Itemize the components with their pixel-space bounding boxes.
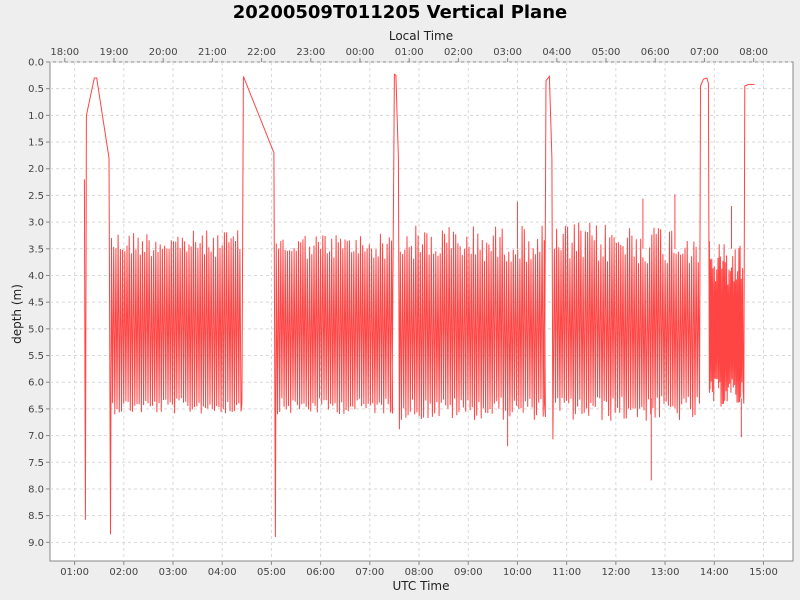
x-bottom-tick-label: 01:00 (60, 567, 89, 578)
y-tick-label: 8.5 (28, 511, 44, 522)
x-top-tick-label: 00:00 (346, 47, 375, 58)
y-tick-label: 6.0 (28, 378, 44, 389)
x-bottom-tick-label: 12:00 (601, 567, 630, 578)
x-top-tick-label: 02:00 (444, 47, 473, 58)
y-tick-label: 4.5 (28, 298, 44, 309)
y-tick-label: 2.0 (28, 164, 44, 175)
x-top-tick-label: 01:00 (395, 47, 424, 58)
plot-area (49, 61, 794, 562)
x-bottom-tick-label: 02:00 (109, 567, 138, 578)
x-top-tick-label: 19:00 (100, 47, 129, 58)
x-top-tick-label: 03:00 (493, 47, 522, 58)
x-top-tick-label: 21:00 (198, 47, 227, 58)
x-bottom-tick-label: 15:00 (749, 567, 778, 578)
x-top-tick-label: 20:00 (149, 47, 178, 58)
depth-series-line (83, 73, 755, 538)
x-top-tick-label: 05:00 (592, 47, 621, 58)
y-tick-label: 0.0 (28, 58, 44, 69)
x-bottom-tick-label: 07:00 (355, 567, 384, 578)
x-bottom-tick-label: 08:00 (405, 567, 434, 578)
y-axis-title: depth (m) (10, 284, 24, 344)
x-top-tick-label: 06:00 (641, 47, 670, 58)
y-tick-label: 8.0 (28, 484, 44, 495)
x-bottom-tick-label: 06:00 (306, 567, 335, 578)
y-tick-label: 1.0 (28, 111, 44, 122)
x-top-tick-label: 07:00 (690, 47, 719, 58)
x-bottom-tick-label: 09:00 (454, 567, 483, 578)
y-tick-label: 0.5 (28, 84, 44, 95)
y-tick-label: 7.5 (28, 458, 44, 469)
x-bottom-tick-label: 13:00 (651, 567, 680, 578)
x-bottom-tick-label: 04:00 (208, 567, 237, 578)
x-top-tick-label: 08:00 (739, 47, 768, 58)
y-tick-label: 1.5 (28, 138, 44, 149)
y-tick-label: 4.0 (28, 271, 44, 282)
x-bottom-tick-label: 05:00 (257, 567, 286, 578)
x-bottom-tick-label: 10:00 (503, 567, 532, 578)
y-tick-label: 2.5 (28, 191, 44, 202)
y-tick-label: 3.0 (28, 218, 44, 229)
x-top-tick-label: 23:00 (296, 47, 325, 58)
grid (50, 61, 793, 561)
x-axis-bottom-title: UTC Time (393, 579, 450, 593)
y-tick-label: 7.0 (28, 431, 44, 442)
x-bottom-tick-label: 03:00 (159, 567, 188, 578)
x-top-tick-label: 22:00 (247, 47, 276, 58)
x-bottom-tick-label: 11:00 (552, 567, 581, 578)
x-top-tick-label: 04:00 (542, 47, 571, 58)
chart-title: 20200509T011205 Vertical Plane (233, 2, 567, 23)
y-tick-label: 5.0 (28, 324, 44, 335)
x-top-tick-label: 18:00 (50, 47, 79, 58)
x-bottom-tick-label: 14:00 (700, 567, 729, 578)
y-tick-label: 5.5 (28, 351, 44, 362)
x-axis-top-title: Local Time (389, 29, 453, 43)
y-tick-label: 6.5 (28, 404, 44, 415)
y-tick-label: 3.5 (28, 244, 44, 255)
axes: 0.0 0.5 1.0 1.5 2.0 2.5 3.0 3.5 4.0 4.5 5.0 5.5 6.0 6… (28, 47, 778, 578)
y-tick-label: 9.0 (28, 538, 44, 549)
data-series (83, 73, 755, 538)
